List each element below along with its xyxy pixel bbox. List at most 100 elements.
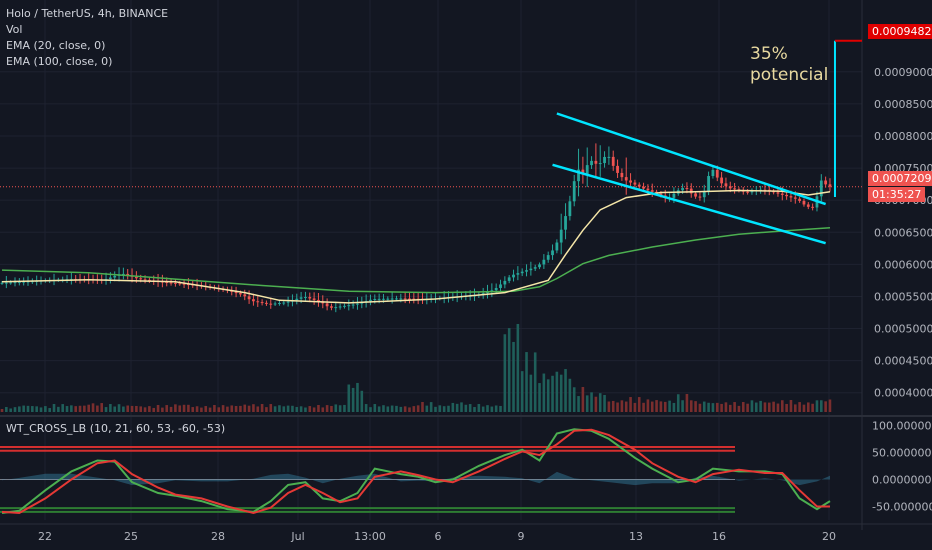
volume-bar xyxy=(122,406,125,412)
candle-body xyxy=(382,298,385,300)
volume-bar xyxy=(113,406,117,412)
volume-bar xyxy=(169,406,173,412)
volume-legend[interactable]: Vol xyxy=(6,23,23,36)
countdown-tag: 01:35:27 xyxy=(868,187,926,202)
candle-body xyxy=(0,282,4,284)
candle-body xyxy=(260,302,264,304)
price-tick-label: 0.0006500 xyxy=(874,226,932,239)
candle-body xyxy=(386,298,390,300)
volume-bar xyxy=(334,404,338,412)
volume-bar xyxy=(624,401,628,412)
volume-bar xyxy=(416,405,420,412)
candle-body xyxy=(317,299,320,302)
candle-body xyxy=(551,250,554,256)
volume-bar xyxy=(31,406,34,412)
candle-body xyxy=(399,298,403,300)
volume-bar xyxy=(321,407,325,412)
candle-body xyxy=(611,156,615,166)
volume-bar xyxy=(646,399,650,412)
price-tick-label: 0.0005500 xyxy=(874,290,932,303)
candle-body xyxy=(377,298,381,300)
volume-bar xyxy=(408,407,411,412)
volume-bar xyxy=(230,405,234,412)
candle-body xyxy=(278,302,281,304)
volume-bar xyxy=(676,394,680,412)
candle-body xyxy=(590,160,593,166)
volume-bar xyxy=(620,400,624,412)
candle-body xyxy=(139,278,143,280)
candle-body xyxy=(633,182,637,185)
candle-body xyxy=(733,188,737,190)
candle-body xyxy=(577,169,580,182)
price-tick-label: 0.0004500 xyxy=(874,355,932,368)
time-tick-label: 25 xyxy=(124,530,138,543)
volume-bar xyxy=(434,406,437,412)
ema20-legend[interactable]: EMA (20, close, 0) xyxy=(6,39,106,52)
candle-body xyxy=(507,277,511,281)
candle-body xyxy=(707,176,710,192)
volume-bar xyxy=(785,403,788,412)
candle-body xyxy=(607,156,611,158)
candle-body xyxy=(9,282,13,284)
candle-body xyxy=(325,303,329,307)
volume-bar xyxy=(737,405,741,412)
time-tick-label: 13:00 xyxy=(354,530,386,543)
time-tick-label: 9 xyxy=(518,530,525,543)
volume-bar xyxy=(9,408,12,412)
candle-body xyxy=(637,184,641,187)
candle-body xyxy=(256,301,260,303)
osc-tick-label: 100.0000000 xyxy=(872,419,932,432)
volume-bar xyxy=(698,403,702,412)
symbol-title[interactable]: Holo / TetherUS, 4h, BINANCE xyxy=(6,7,169,20)
candle-body xyxy=(516,273,520,275)
volume-bar xyxy=(421,402,424,412)
volume-bar xyxy=(824,401,827,412)
volume-bar xyxy=(187,404,190,412)
volume-bar xyxy=(39,407,43,412)
volume-bar xyxy=(152,407,156,412)
candle-body xyxy=(143,279,147,281)
candle-body xyxy=(22,281,26,283)
candle-body xyxy=(824,180,828,185)
volume-bar xyxy=(278,405,281,412)
volume-bar xyxy=(802,404,806,412)
volume-bar xyxy=(598,393,602,412)
volume-bar xyxy=(438,405,442,412)
volume-bar xyxy=(26,405,30,412)
candle-body xyxy=(299,297,303,299)
candle-body xyxy=(780,193,784,195)
volume-bar xyxy=(347,384,351,412)
volume-bar xyxy=(109,404,112,412)
candle-body xyxy=(17,281,21,283)
price-tick-label: 0.0004000 xyxy=(874,387,932,400)
time-tick-label: 28 xyxy=(211,530,225,543)
volume-bar xyxy=(702,401,706,412)
candle-body xyxy=(681,188,684,191)
candle-body xyxy=(776,192,780,194)
target-price-tag: 0.00094824 xyxy=(868,24,932,39)
volume-bar xyxy=(572,387,576,412)
volume-bar xyxy=(382,405,385,412)
candle-body xyxy=(412,298,416,300)
candle-body xyxy=(620,172,624,178)
candle-body xyxy=(746,191,750,193)
candle-body xyxy=(603,156,606,164)
candle-body xyxy=(351,304,355,306)
candle-body xyxy=(4,282,8,284)
volume-bar xyxy=(520,371,524,412)
volume-bar xyxy=(91,403,95,412)
volume-bar xyxy=(733,402,736,412)
ema100-legend[interactable]: EMA (100, close, 0) xyxy=(6,55,113,68)
volume-bar xyxy=(806,402,810,412)
volume-bar xyxy=(494,405,498,412)
volume-bar xyxy=(455,403,459,412)
time-tick-label: Jul xyxy=(290,530,304,543)
ema100-line xyxy=(1,227,831,294)
candle-body xyxy=(798,198,802,201)
volume-bar xyxy=(239,405,242,412)
oscillator-legend[interactable]: WT_CROSS_LB (10, 21, 60, 53, -60, -53) xyxy=(6,422,226,435)
candle-body xyxy=(239,293,242,295)
volume-bar xyxy=(191,407,195,412)
volume-bar xyxy=(538,383,541,412)
